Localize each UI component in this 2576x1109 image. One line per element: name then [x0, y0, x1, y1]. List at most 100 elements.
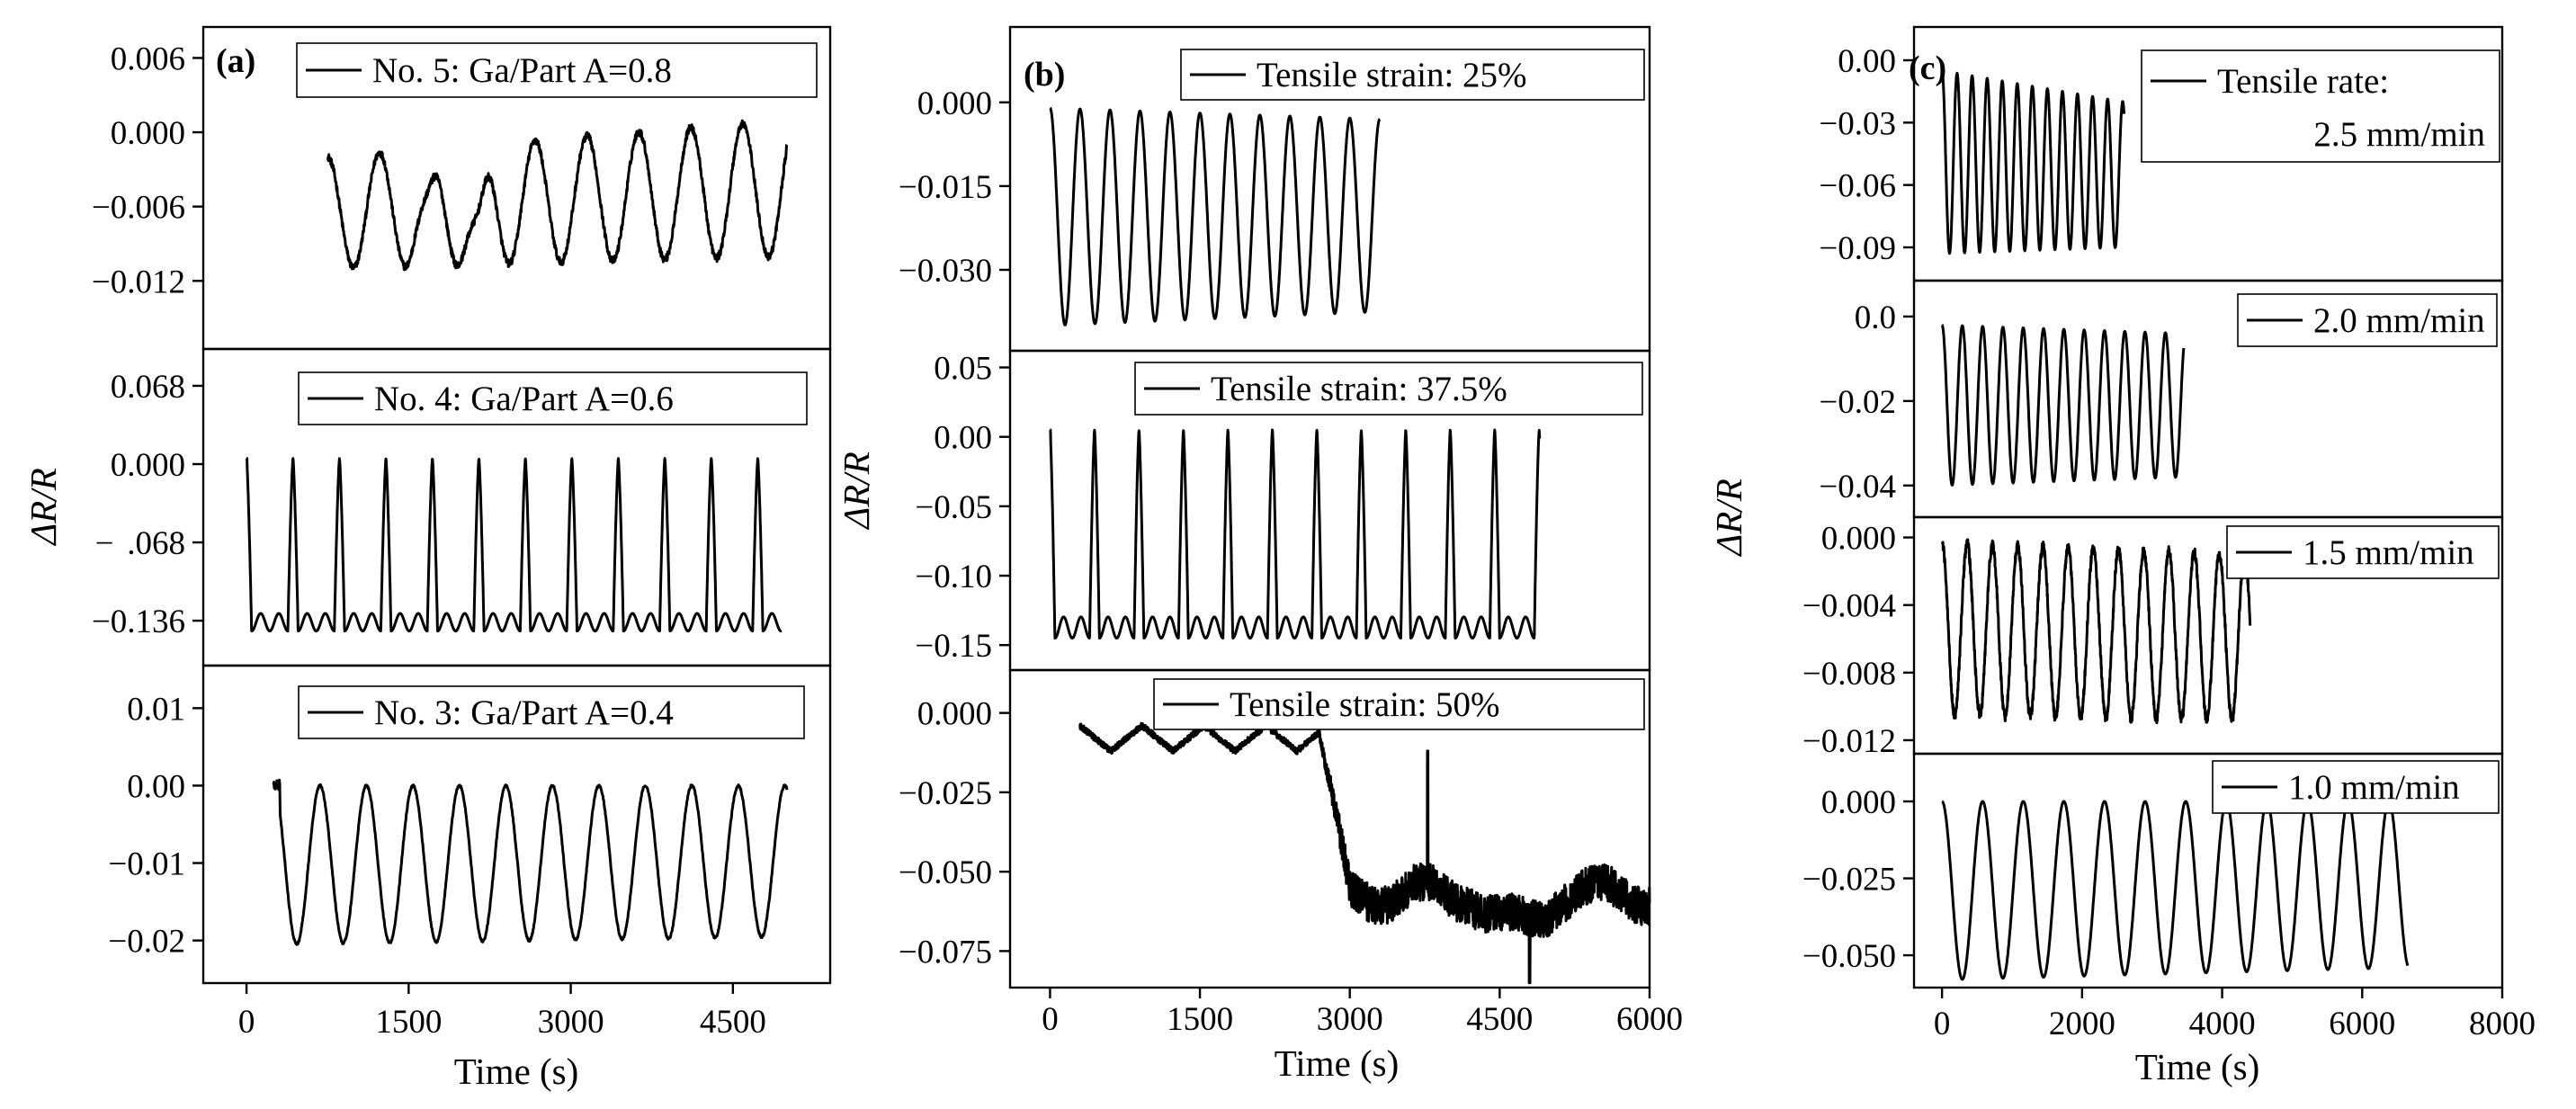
legend-label: Tensile strain: 37.5%	[1211, 370, 1507, 408]
legend: Tensile strain: 50%	[1153, 678, 1645, 730]
y-tick-label: −0.09	[1819, 230, 1896, 267]
y-tick-label: −0.06	[1819, 168, 1896, 205]
x-tick-label: 1500	[375, 1004, 442, 1041]
series-line	[1940, 538, 2252, 725]
y-tick-label: 0.00	[1838, 43, 1896, 80]
x-tick-label: 6000	[1616, 1001, 1683, 1038]
y-tick-label: 0.05	[934, 351, 992, 388]
y-axis-title-a: ΔR/R	[22, 468, 64, 547]
x-tick-label: 0	[1042, 1001, 1059, 1038]
x-tick-label: 2000	[2049, 1006, 2115, 1042]
subplot-b-2: 0.05 0.00 −0.05 −0.10 −0.15 Tensile strain: 3…	[915, 349, 1651, 672]
legend: No. 4: Ga/Part A=0.6	[298, 371, 808, 425]
y-tick-label: −0.02	[1819, 384, 1896, 421]
legend-box	[296, 42, 818, 98]
plot-frame	[1008, 668, 1651, 989]
x-tick-label: 8000	[2469, 1006, 2536, 1042]
subplot-a-1: 0.006 0.000 −0.006 −0.012 No. 5: Ga/Part A=0…	[92, 25, 832, 351]
y-tick-label: −0.075	[899, 934, 992, 970]
x-tick-label: 4500	[1466, 1001, 1533, 1038]
subplot-b-1: 0.000 −0.015 −0.030 Tensile strain: 25%	[899, 25, 1651, 353]
legend: 1.0 mm/min	[2212, 760, 2500, 814]
legend-label: Tensile rate:	[2217, 62, 2389, 101]
legend-label: 1.0 mm/min	[2288, 768, 2460, 807]
y-tick-label: −0.050	[1802, 938, 1896, 975]
panel-label-b: (b)	[1024, 56, 1065, 94]
subplot-c-1: 0.00 −0.03 −0.06 −0.09 Tensile rate: 2.5 mm/m…	[1819, 25, 2504, 282]
y-tick-label: −0.012	[1802, 723, 1896, 760]
y-tick-label: −0.015	[899, 169, 992, 206]
y-tick-label: 0.000	[1821, 784, 1896, 821]
x-tick-label: 0	[238, 1004, 255, 1041]
legend-box	[1134, 362, 1643, 416]
legend-label-line2: 2.5 mm/min	[2313, 115, 2485, 154]
x-axis-title-b: Time (s)	[1275, 1042, 1400, 1084]
y-tick-label: 0.000	[111, 115, 185, 152]
x-tick-label: 3000	[1317, 1001, 1383, 1038]
legend: Tensile strain: 25%	[1180, 49, 1645, 101]
y-tick-label: 0.00	[934, 420, 992, 457]
subplot-c-2: 0.0 −0.02 −0.04 2.0 mm/min	[1819, 279, 2504, 519]
y-tick-label: −0.10	[915, 559, 992, 595]
legend: 2.0 mm/min	[2237, 293, 2498, 347]
series-line	[1940, 323, 2186, 487]
legend-box	[298, 685, 805, 739]
legend-label: Tensile strain: 50%	[1230, 685, 1500, 724]
legend: 1.5 mm/min	[2226, 525, 2500, 579]
x-axis-title-a: Time (s)	[454, 1051, 579, 1092]
legend: No. 3: Ga/Part A=0.4	[298, 685, 805, 739]
legend-box	[1180, 49, 1645, 101]
subplot-c-4: 0.000 −0.025 −0.050 0 2000 4000 6000 8000 1.0 mm…	[1802, 752, 2536, 1042]
legend: No. 5: Ga/Part A=0.8	[296, 42, 818, 98]
legend-box	[298, 371, 808, 425]
x-tick-label: 6000	[2329, 1006, 2395, 1042]
x-tick-label: 0	[1934, 1006, 1951, 1042]
x-axis-title-c: Time (s)	[2135, 1046, 2260, 1087]
y-tick-label: −0.050	[899, 854, 992, 891]
series-line	[245, 457, 783, 633]
y-tick-label: 0.000	[111, 447, 185, 484]
y-tick-label: −0.05	[915, 489, 992, 526]
legend-label: No. 4: Ga/Part A=0.6	[374, 380, 674, 418]
subplot-b-3: 0.000 −0.025 −0.050 −0.075 0 1500 3000 4500 6000…	[899, 668, 1683, 1038]
legend-box	[2212, 760, 2500, 814]
y-tick-label: −0.136	[92, 604, 185, 640]
y-tick-label: −0.025	[899, 775, 992, 812]
legend-label: 1.5 mm/min	[2303, 533, 2474, 572]
y-tick-label: −0.02	[108, 924, 185, 961]
y-tick-label: 0.00	[127, 768, 185, 805]
subplot-a-2: 0.068 0.000 − .068 −0.136 No. 4: Ga/Part A=0…	[92, 347, 832, 667]
y-tick-label: −0.008	[1802, 656, 1896, 693]
x-tick-label: 1500	[1167, 1001, 1233, 1038]
legend-label: No. 3: Ga/Part A=0.4	[374, 693, 674, 732]
x-tick-label: 3000	[538, 1004, 604, 1041]
legend: Tensile rate: 2.5 mm/min	[2141, 49, 2500, 163]
y-tick-label: −0.012	[92, 264, 185, 300]
legend-label: Tensile strain: 25%	[1257, 56, 1527, 94]
y-axis-title-b: ΔR/R	[836, 452, 877, 531]
y-tick-label: −0.01	[108, 846, 185, 883]
y-tick-label: −0.004	[1802, 588, 1896, 625]
y-tick-label: 0.000	[917, 696, 992, 733]
legend: Tensile strain: 37.5%	[1134, 362, 1643, 416]
panel-label-a: (a)	[216, 42, 255, 80]
y-tick-label: 0.01	[127, 691, 185, 728]
legend-label: No. 5: Ga/Part A=0.8	[372, 51, 672, 90]
y-tick-label: −0.025	[1802, 862, 1896, 899]
plot-frame	[1912, 752, 2504, 989]
series-line	[1940, 69, 2126, 255]
plot-frame	[201, 664, 832, 985]
x-tick-label: 4500	[700, 1004, 766, 1041]
y-tick-label: −0.03	[1819, 105, 1896, 142]
y-tick-label: 0.000	[917, 85, 992, 122]
series-line	[1049, 106, 1382, 326]
series-line	[326, 119, 789, 272]
y-tick-label: 0.0	[1855, 300, 1896, 336]
y-tick-label: −0.15	[915, 628, 992, 665]
series-line	[1049, 428, 1542, 639]
subplot-a-3: 0.01 0.00 −0.01 −0.02 0 1500 3000 4500 No. 3: Ga…	[108, 664, 832, 1041]
y-tick-label: 0.000	[1821, 521, 1896, 558]
y-tick-label: −0.04	[1819, 469, 1896, 505]
subplot-c-3: 0.000 −0.004 −0.008 −0.012 1.5 mm/min	[1802, 515, 2504, 760]
